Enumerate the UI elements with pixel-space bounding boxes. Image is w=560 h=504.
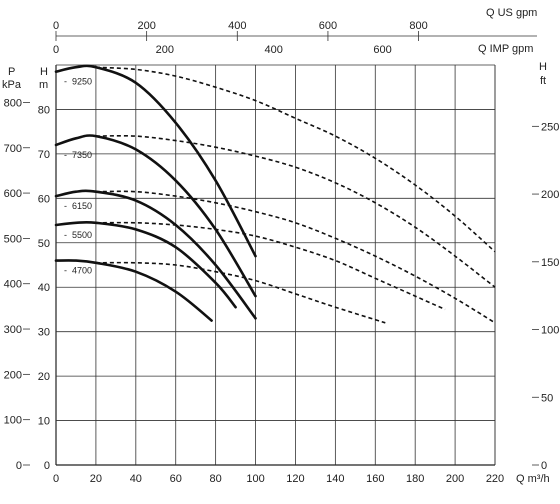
y-kpa-tick-label: 800 — [4, 97, 22, 109]
x-tick-label: 40 — [130, 473, 142, 485]
curve-dashed-7350 — [95, 134, 496, 288]
top-flow-axes: 0 200 400 600 800 0 200 400 600 — [53, 20, 537, 56]
x-tick-label: 120 — [286, 473, 304, 485]
y-kpa-tick-label: 0 — [16, 460, 22, 472]
x-tick-label: 20 — [90, 473, 102, 485]
x-tick-label: 160 — [366, 473, 384, 485]
y-m-axis-label-top: H — [40, 66, 48, 78]
x-tick-label: 100 — [246, 473, 264, 485]
curve-dashed-9250 — [95, 66, 496, 253]
y-kpa-axis-label-top: P — [8, 66, 15, 78]
x-top-imp-tick-label: 0 — [53, 44, 59, 56]
y-m-tick-label: 30 — [38, 327, 50, 339]
x-top-us-tick-label: 400 — [228, 20, 246, 32]
curve-label-5500: 5500 — [72, 230, 92, 240]
curve-solid-6150 — [54, 189, 257, 320]
x-top-us-tick-label: 0 — [53, 20, 59, 32]
curve-label-dash: - — [64, 77, 67, 87]
y-m-tick-label: 20 — [38, 371, 50, 383]
x-top-us-axis-label: Q US gpm — [486, 7, 537, 19]
curve-dashed-4700 — [95, 261, 386, 324]
curve-label-dash: - — [64, 150, 67, 160]
x-bottom-axis-label: Q m³/h — [516, 473, 550, 485]
x-tick-label: 60 — [170, 473, 182, 485]
y-kpa-tick-label: 200 — [4, 369, 22, 381]
y-ft-tick-label: 100 — [541, 325, 559, 337]
x-top-us-tick-label: 600 — [319, 20, 337, 32]
y-ft-axis-label-bottom: ft — [540, 75, 546, 87]
curve-label-dash: - — [64, 230, 67, 240]
curve-label-9250: 9250 — [72, 77, 92, 87]
axis-tick-labels: 0 20 40 60 80 100 120 140 160 180 200 220 0 10 20 30 40 5… — [4, 97, 560, 485]
x-top-us-tick-label: 200 — [137, 20, 155, 32]
y-ft-axis-label-top: H — [539, 61, 547, 73]
curve-label-4700: 4700 — [72, 266, 92, 276]
y-kpa-tick-label: 400 — [4, 279, 22, 291]
x-tick-label: 80 — [210, 473, 222, 485]
y-ft-tick-label: 0 — [541, 460, 547, 472]
x-top-imp-tick-label: 600 — [373, 44, 391, 56]
curve-label-7350: 7350 — [72, 150, 92, 160]
x-top-imp-tick-label: 400 — [265, 44, 283, 56]
y-ft-tick-label: 250 — [541, 121, 559, 133]
x-tick-label: 180 — [406, 473, 424, 485]
pump-curves: -9250- 7350- 6150- 5500- 4700 — [54, 64, 496, 324]
y-m-tick-label: 0 — [44, 460, 50, 472]
y-m-tick-label: 10 — [38, 416, 50, 428]
y-kpa-tick-label: 700 — [4, 143, 22, 155]
y-ft-tick-label: 50 — [541, 392, 553, 404]
y-m-tick-label: 80 — [38, 104, 50, 116]
x-tick-label: 200 — [446, 473, 464, 485]
x-tick-label: 220 — [486, 473, 504, 485]
y-m-tick-label: 40 — [38, 282, 50, 294]
y-m-tick-label: 60 — [38, 193, 50, 205]
chart-grid — [55, 64, 496, 466]
y-kpa-tick-label: 100 — [4, 415, 22, 427]
x-tick-label: 140 — [326, 473, 344, 485]
x-top-imp-axis-label: Q IMP gpm — [478, 43, 533, 55]
y-kpa-tick-label: 600 — [4, 188, 22, 200]
y-kpa-tick-label: 500 — [4, 233, 22, 245]
y-ft-tick-label: 200 — [541, 189, 559, 201]
y-kpa-tick-label: 300 — [4, 324, 22, 336]
x-tick-label: 0 — [53, 473, 59, 485]
curve-dashed-5500 — [95, 221, 446, 311]
curve-label-dash: - — [64, 201, 67, 211]
y-kpa-axis-label-bottom: kPa — [2, 79, 22, 91]
curve-label-dash: - — [64, 266, 67, 276]
y-m-tick-label: 70 — [38, 149, 50, 161]
y-ft-tick-label: 150 — [541, 257, 559, 269]
x-top-imp-tick-label: 200 — [156, 44, 174, 56]
curve-solid-5500 — [54, 220, 237, 309]
curve-label-6150: 6150 — [72, 201, 92, 211]
y-m-tick-label: 50 — [38, 238, 50, 250]
x-top-us-tick-label: 800 — [409, 20, 427, 32]
y-m-axis-label-bottom: m — [39, 79, 48, 91]
curve-solid-9250 — [54, 64, 257, 258]
curve-solid-4700 — [54, 259, 213, 322]
